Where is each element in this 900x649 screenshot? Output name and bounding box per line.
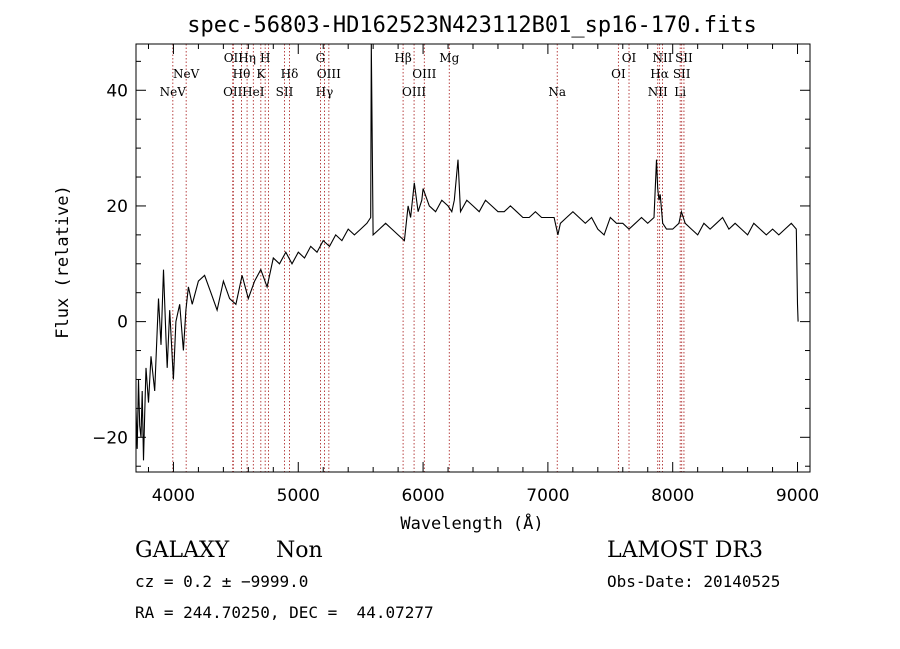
object-subclass: Non: [276, 538, 323, 563]
y-tick-label: 20: [106, 197, 128, 217]
x-tick-label: 6000: [401, 486, 444, 506]
x-tick-label: 5000: [277, 486, 320, 506]
x-axis-label: Wavelength (Å): [400, 512, 543, 534]
line-label-hθ: Hθ: [233, 67, 251, 81]
line-label-sii: SII: [276, 85, 294, 99]
x-axis-ticks: 4000 5000 6000 7000 8000 9000: [147, 44, 819, 506]
line-label-oiii: OIII: [317, 67, 341, 81]
y-axis-ticks: −20 0 20 40: [92, 60, 810, 467]
line-label-oi: OI: [622, 51, 637, 65]
line-label-g: G: [316, 51, 326, 65]
line-label-hγ: Hγ: [316, 85, 334, 99]
line-label-hβ: Hβ: [394, 51, 411, 65]
y-axis-label: Flux (relative): [53, 185, 73, 339]
line-label-nev: NeV: [173, 67, 200, 81]
line-label-nev: NeV: [160, 85, 187, 99]
x-tick-label: 8000: [651, 486, 694, 506]
line-label-sii: SII: [673, 67, 691, 81]
line-label-oiii: OIII: [412, 67, 436, 81]
line-label-na: Na: [548, 85, 566, 99]
line-label-hα: Hα: [650, 67, 669, 81]
line-label-k: K: [256, 67, 266, 81]
x-tick-label: 4000: [152, 486, 195, 506]
line-label-h: H: [260, 51, 270, 65]
line-label-nii: NII: [652, 51, 672, 65]
line-label-hδ: Hδ: [281, 67, 299, 81]
chart-title: spec-56803-HD162523N423112B01_sp16-170.f…: [187, 13, 757, 38]
spectrum-line: [135, 43, 799, 461]
survey-name: LAMOST DR3: [607, 538, 763, 563]
obs-date: Obs-Date: 20140525: [607, 572, 781, 591]
line-label-oii: OII: [223, 85, 243, 99]
line-label-oi: OI: [611, 67, 626, 81]
line-label-hei: HeI: [242, 85, 265, 99]
line-label-sii: SII: [675, 51, 693, 65]
x-tick-label: 9000: [776, 486, 819, 506]
y-tick-label: 40: [106, 81, 128, 101]
line-label-mg: Mg: [439, 51, 459, 65]
y-tick-label: 0: [117, 313, 128, 333]
object-class: GALAXY: [135, 538, 230, 563]
line-label-li: Li: [674, 85, 686, 99]
y-tick-label: −20: [92, 428, 128, 448]
line-labels: NeVNeVOIIOIIHθHηHeIKHSIIHδGHγOIIIHβOIIIO…: [160, 51, 693, 99]
line-label-oii: OII: [224, 51, 244, 65]
line-label-oiii: OIII: [402, 85, 426, 99]
redshift-text: cz = 0.2 ± −9999.0: [135, 572, 309, 591]
plot-frame: [135, 43, 811, 473]
line-label-nii: NII: [648, 85, 668, 99]
line-markers: [172, 44, 685, 472]
x-tick-label: 7000: [526, 486, 569, 506]
coordinates: RA = 244.70250, DEC = 44.07277: [135, 603, 434, 622]
line-label-hη: Hη: [238, 51, 256, 65]
